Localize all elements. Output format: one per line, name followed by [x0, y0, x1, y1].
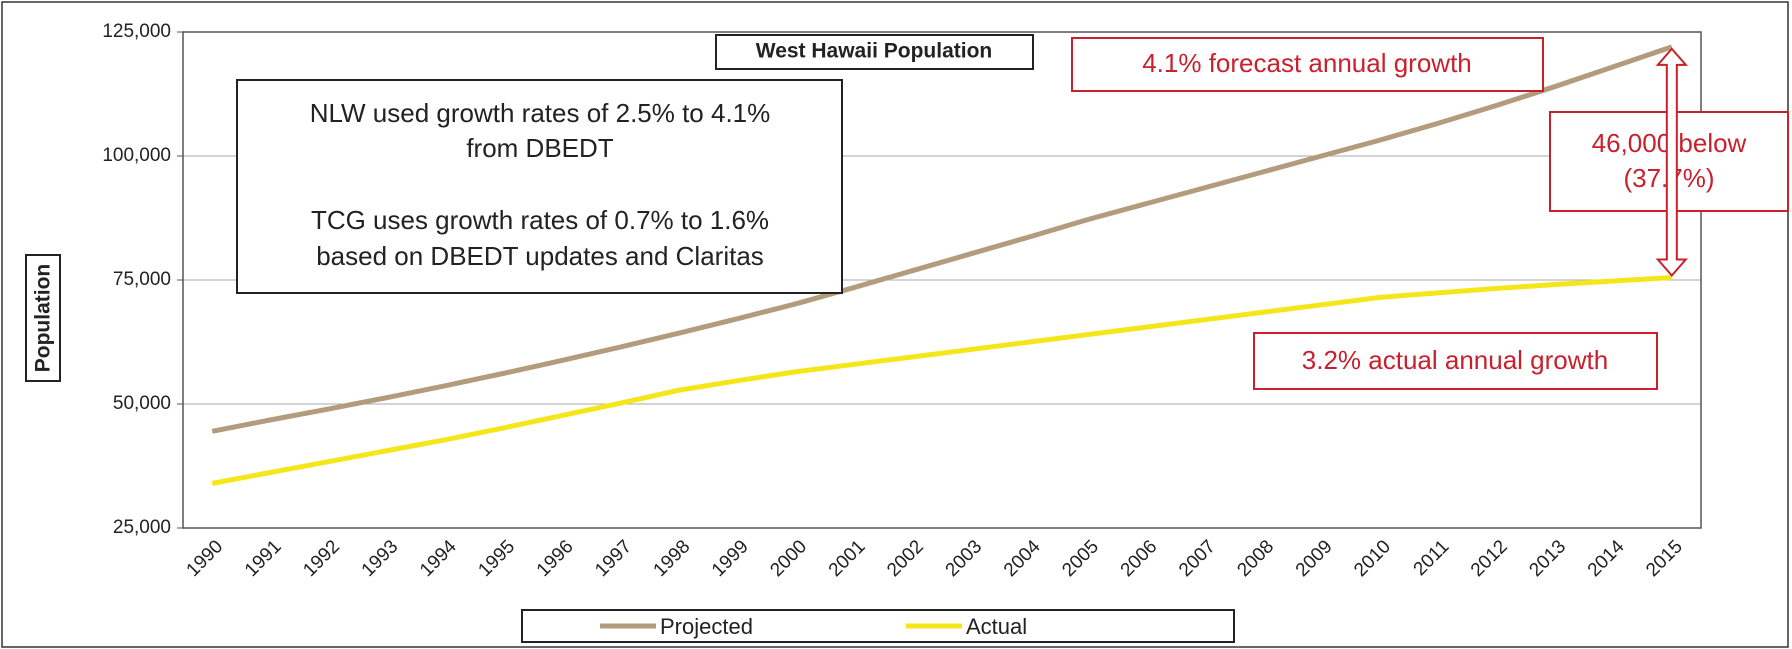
chart-title: West Hawaii Population: [756, 40, 992, 63]
x-tick-label: 1994: [416, 536, 461, 581]
x-tick-label: 2001: [825, 536, 870, 581]
x-tick-label: 2015: [1642, 536, 1687, 581]
note-box: [236, 79, 843, 294]
x-tick-label: 2005: [1058, 536, 1103, 581]
x-tick-label: 2009: [1292, 536, 1337, 581]
x-tick-label: 2002: [883, 536, 928, 581]
forecast-box: [1071, 37, 1544, 92]
x-tick-label: 1995: [474, 536, 519, 581]
x-tick-label: 1997: [591, 536, 636, 581]
note-line: NLW used growth rates of 2.5% to 4.1%: [310, 98, 771, 128]
x-tick-label: 1991: [241, 536, 286, 581]
note-line: from DBEDT: [466, 133, 613, 163]
x-tick-label: 2008: [1233, 536, 1278, 581]
x-tick-label: 2003: [942, 536, 987, 581]
plot-border: [182, 31, 1702, 529]
title-box: [715, 34, 1034, 70]
x-tick-label: 1998: [650, 536, 695, 581]
actual-box: [1253, 332, 1658, 390]
x-tick-label: 2011: [1410, 536, 1454, 580]
series-line: [211, 275, 1672, 486]
x-tick-label: 1990: [183, 536, 228, 581]
y-tick-label: 125,000: [102, 21, 171, 42]
gap-arrow: [1655, 47, 1689, 278]
y-tick-label: 100,000: [102, 145, 171, 166]
actual-note: 3.2% actual annual growth: [1302, 345, 1608, 375]
x-tick-label: 2012: [1467, 536, 1512, 581]
legend-label: Projected: [660, 614, 753, 639]
y-axis-label: Population: [32, 264, 55, 373]
x-tick-label: 1999: [708, 536, 753, 581]
x-tick-label: 2000: [766, 536, 811, 581]
legend-label: Actual: [966, 614, 1027, 639]
x-tick-label: 2013: [1525, 536, 1570, 581]
y-tick-label: 50,000: [113, 393, 171, 414]
x-tick-label: 1992: [299, 536, 344, 581]
note-line: TCG uses growth rates of 0.7% to 1.6%: [311, 205, 769, 235]
y-label-box: [25, 254, 61, 382]
x-tick-label: 2004: [1000, 536, 1045, 581]
y-tick-label: 25,000: [113, 517, 171, 538]
x-tick-label: 1996: [533, 536, 578, 581]
series-line: [211, 44, 1673, 434]
forecast-note: 4.1% forecast annual growth: [1142, 48, 1472, 78]
y-tick-label: 75,000: [113, 269, 171, 290]
lines: [211, 44, 1673, 486]
x-tick-label: 2007: [1175, 536, 1220, 581]
x-tick-label: 2010: [1350, 536, 1395, 581]
x-tick-label: 2014: [1584, 536, 1629, 581]
note-line: based on DBEDT updates and Claritas: [316, 241, 764, 271]
x-tick-label: 2006: [1117, 536, 1162, 581]
x-tick-label: 1993: [358, 536, 403, 581]
